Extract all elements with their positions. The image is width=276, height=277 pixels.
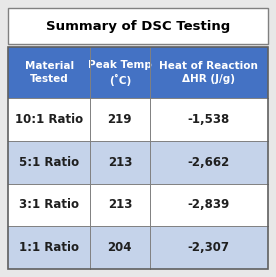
Text: 204: 204 (108, 241, 132, 254)
Text: -2,662: -2,662 (188, 156, 230, 169)
FancyBboxPatch shape (8, 183, 268, 226)
Text: -2,307: -2,307 (188, 241, 230, 254)
FancyBboxPatch shape (8, 8, 268, 44)
Text: Material
Tested: Material Tested (25, 61, 74, 84)
FancyBboxPatch shape (8, 47, 268, 98)
Text: -2,839: -2,839 (188, 198, 230, 211)
Text: 213: 213 (108, 156, 132, 169)
Text: Summary of DSC Testing: Summary of DSC Testing (46, 20, 230, 33)
FancyBboxPatch shape (8, 226, 268, 269)
Text: 5:1 Ratio: 5:1 Ratio (19, 156, 79, 169)
Text: 213: 213 (108, 198, 132, 211)
Text: 1:1 Ratio: 1:1 Ratio (19, 241, 79, 254)
Text: Peak Temp
(˚C): Peak Temp (˚C) (88, 60, 152, 86)
Text: Heat of Reaction
ΔHR (J/g): Heat of Reaction ΔHR (J/g) (159, 61, 258, 84)
FancyBboxPatch shape (8, 98, 268, 141)
Text: 219: 219 (108, 113, 132, 126)
Text: -1,538: -1,538 (188, 113, 230, 126)
Text: 3:1 Ratio: 3:1 Ratio (19, 198, 79, 211)
Text: 10:1 Ratio: 10:1 Ratio (15, 113, 83, 126)
FancyBboxPatch shape (8, 141, 268, 183)
